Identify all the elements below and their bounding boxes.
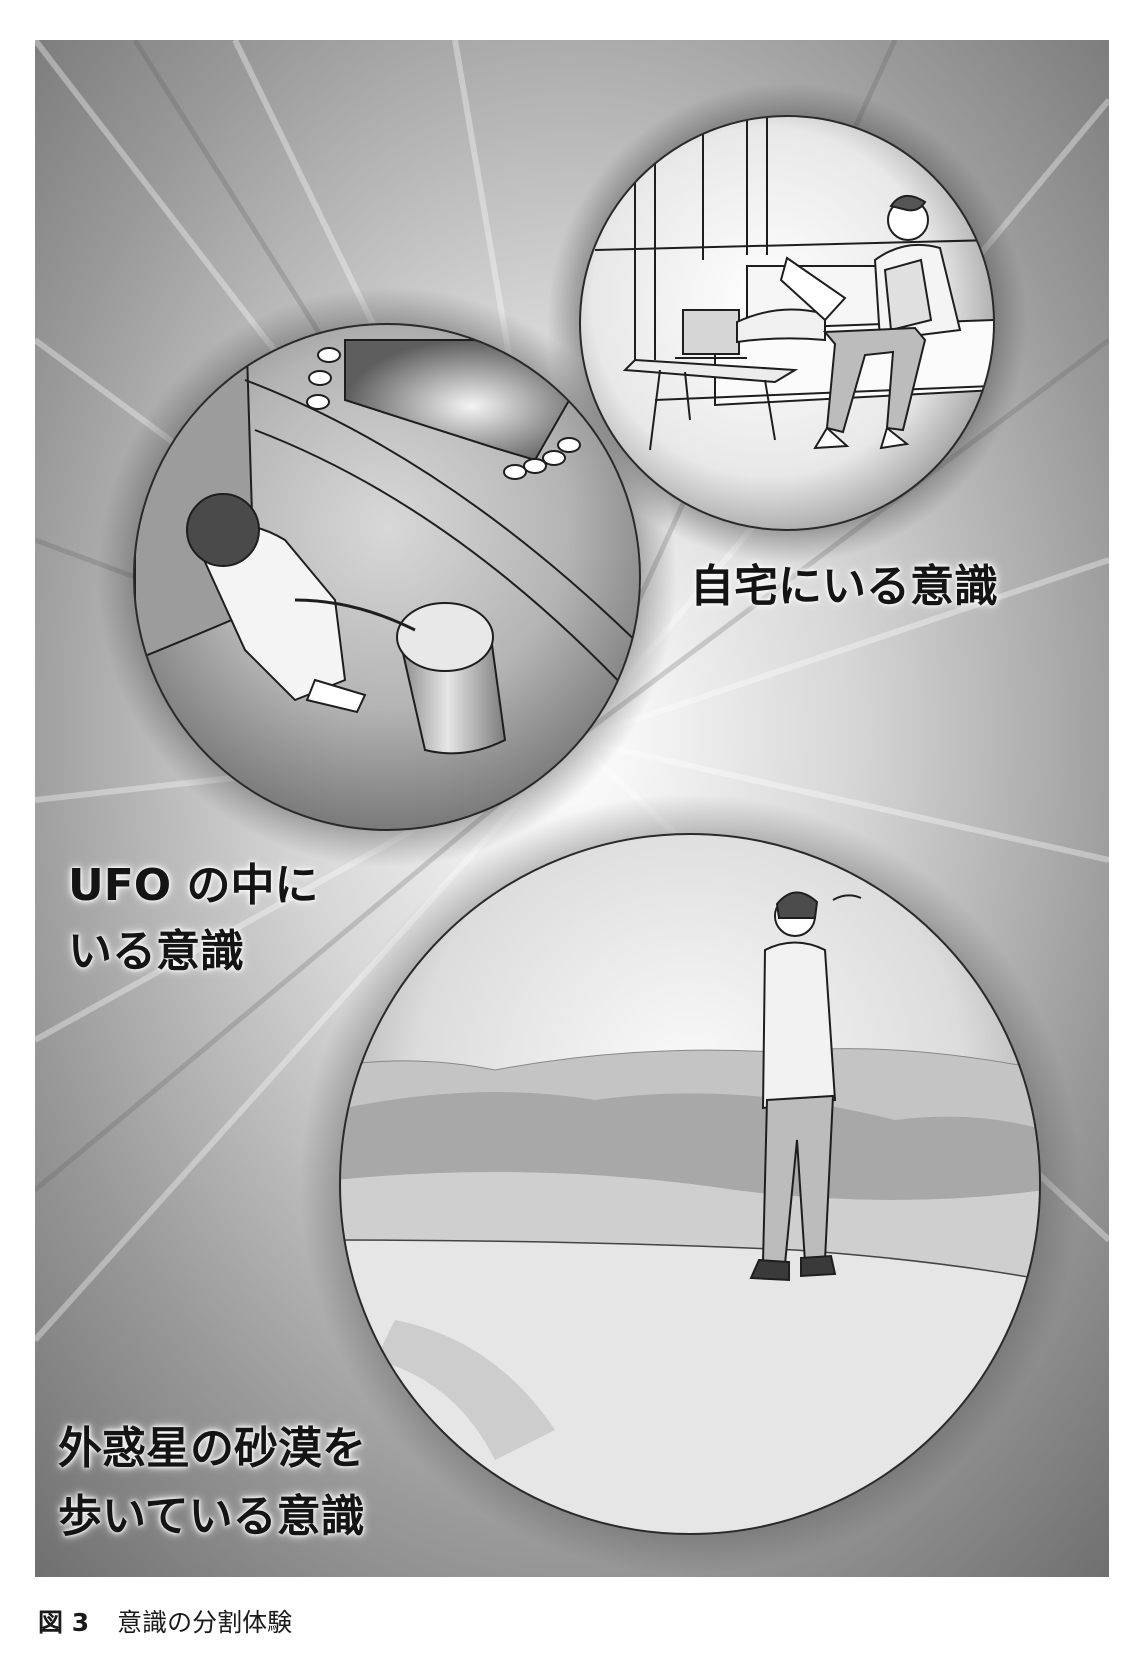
figure-caption: 図 3 意識の分割体験 [38, 1603, 292, 1639]
desert-label-line-2: 歩いている意識 [58, 1491, 365, 1542]
home-panel [579, 115, 995, 531]
desert-label-line-1: 外惑星の砂漠を [58, 1423, 366, 1474]
caption-number: 図 3 [38, 1608, 90, 1637]
illustration-svg [35, 40, 1109, 1577]
caption-text: 意識の分割体験 [117, 1608, 293, 1637]
ufo-label-line-2: いる意識 [68, 926, 244, 977]
ufo-label-line-1: UFO の中に [68, 860, 319, 911]
figure-illustration [35, 40, 1109, 1577]
home-consciousness-label: 自宅にいる意識 [690, 561, 998, 612]
desert-panel [339, 833, 1041, 1535]
desert-consciousness-label: 外惑星の砂漠を 歩いている意識 [58, 1415, 366, 1551]
ufo-panel [133, 323, 641, 831]
ufo-consciousness-label: UFO の中に いる意識 [68, 853, 319, 985]
